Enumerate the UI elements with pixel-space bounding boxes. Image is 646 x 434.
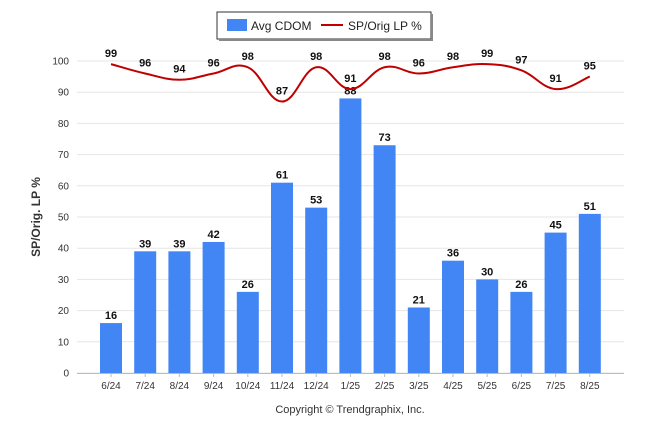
x-tick-label: 8/24 xyxy=(170,381,190,392)
y-tick-label: 30 xyxy=(58,275,70,286)
x-tick-label: 1/25 xyxy=(341,381,361,392)
bar-value-label: 36 xyxy=(447,248,459,260)
x-tick-label: 10/24 xyxy=(235,381,260,392)
x-tick-label: 11/24 xyxy=(270,381,295,392)
bar-value-label: 30 xyxy=(481,266,493,278)
bar-value-label: 45 xyxy=(549,220,561,232)
bar-4-25 xyxy=(442,260,464,373)
bar-8-24 xyxy=(168,251,191,373)
x-tick-label: 8/25 xyxy=(580,381,600,392)
x-tick-label: 9/24 xyxy=(204,381,224,392)
x-tick-label: 6/24 xyxy=(101,381,121,392)
line-value-label: 96 xyxy=(207,57,219,69)
line-value-label: 96 xyxy=(139,57,151,69)
line-value-label: 96 xyxy=(413,57,425,69)
y-axis-label: SP/Orig. LP % xyxy=(29,177,43,257)
bars xyxy=(100,98,601,373)
copyright-text: Copyright © Trendgraphix, Inc. xyxy=(275,404,424,416)
line-value-label: 91 xyxy=(549,73,561,85)
bar-value-label: 16 xyxy=(105,310,117,322)
line-value-labels: 99 96 94 96 98 87 98 91 98 96 98 99 97 91 95 xyxy=(105,48,596,97)
x-tick-label: 7/25 xyxy=(546,381,566,392)
bar-value-label: 51 xyxy=(584,201,596,213)
y-tick-label: 70 xyxy=(58,150,70,161)
line-value-label: 91 xyxy=(344,73,356,85)
bar-value-label: 21 xyxy=(413,294,425,306)
x-tick-label: 3/25 xyxy=(409,381,429,392)
bar-9-24 xyxy=(202,241,225,373)
y-tick-label: 0 xyxy=(63,369,69,380)
line-value-label: 94 xyxy=(173,64,186,76)
bar-2-25 xyxy=(373,145,396,373)
line-value-label: 99 xyxy=(105,48,117,60)
line-value-label: 99 xyxy=(481,48,493,60)
bar-value-label: 42 xyxy=(207,229,219,241)
y-tick-label: 40 xyxy=(58,244,70,255)
y-axis-ticks: 0 10 20 30 40 50 60 70 80 90 100 xyxy=(52,57,69,380)
bar-value-label: 26 xyxy=(515,279,527,291)
y-tick-label: 80 xyxy=(58,119,70,130)
bar-value-label: 73 xyxy=(378,132,390,144)
bar-12-24 xyxy=(305,207,328,373)
x-tick-label: 2/25 xyxy=(375,381,395,392)
bar-6-25 xyxy=(510,291,533,373)
bar-7-24 xyxy=(134,251,157,373)
y-tick-label: 100 xyxy=(52,57,69,68)
x-tick-label: 4/25 xyxy=(443,381,463,392)
y-tick-label: 10 xyxy=(58,337,70,348)
bar-value-label: 26 xyxy=(242,279,254,291)
legend-label-sp-orig-lp: SP/Orig LP % xyxy=(348,19,422,33)
x-axis-ticks: 6/24 7/24 8/24 9/24 10/24 11/24 12/24 1/25 2/25 3… xyxy=(101,373,600,392)
bar-value-label: 39 xyxy=(139,238,151,250)
legend: Avg CDOM SP/Orig LP % xyxy=(216,11,433,41)
bar-3-25 xyxy=(407,307,430,373)
legend-label-avg-cdom: Avg CDOM xyxy=(251,19,311,33)
bar-7-25 xyxy=(544,232,567,373)
bar-11-24 xyxy=(271,182,293,373)
bar-value-label: 39 xyxy=(173,238,185,250)
line-value-label: 98 xyxy=(378,51,390,63)
line-value-label: 95 xyxy=(584,61,596,73)
bar-6-24 xyxy=(100,323,122,373)
series-line-sp-orig-lp xyxy=(110,62,591,103)
y-tick-label: 50 xyxy=(58,213,70,224)
bar-10-24 xyxy=(236,291,259,373)
bar-value-label: 61 xyxy=(276,170,288,182)
x-tick-label: 5/25 xyxy=(477,381,497,392)
line-value-label: 98 xyxy=(310,51,322,63)
line-value-label: 98 xyxy=(242,51,254,63)
bar-1-25 xyxy=(339,98,362,373)
x-tick-label: 6/25 xyxy=(512,381,532,392)
legend-swatch-avg-cdom xyxy=(227,19,247,31)
bar-value-label: 53 xyxy=(310,195,322,207)
line-value-label: 98 xyxy=(447,51,459,63)
y-tick-label: 20 xyxy=(58,306,70,317)
line-value-label: 97 xyxy=(515,54,527,66)
bar-8-25 xyxy=(578,213,601,373)
legend-frame-shadow xyxy=(431,14,433,41)
line-value-label: 87 xyxy=(276,86,288,98)
y-tick-label: 60 xyxy=(58,181,70,192)
legend-frame-shadow-bottom xyxy=(219,39,433,41)
bar-5-25 xyxy=(476,279,499,373)
y-tick-label: 90 xyxy=(58,88,70,99)
x-tick-label: 12/24 xyxy=(304,381,329,392)
x-tick-label: 7/24 xyxy=(135,381,155,392)
